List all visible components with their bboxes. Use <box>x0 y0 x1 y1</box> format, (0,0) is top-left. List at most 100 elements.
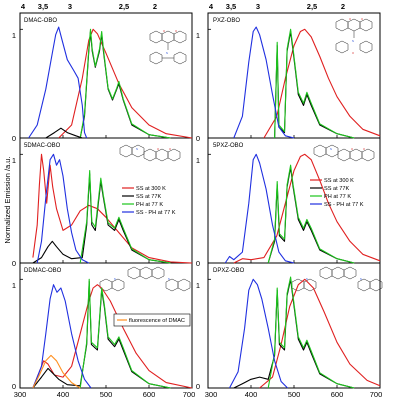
x-tick-label: 300 <box>14 390 27 399</box>
svg-text:N: N <box>330 147 332 151</box>
series-line <box>233 153 381 264</box>
series-line <box>79 30 171 139</box>
top-tick-label: 2 <box>341 2 345 11</box>
x-tick-label: 400 <box>57 390 70 399</box>
legend-label: SS - PH at 77 K <box>324 202 364 208</box>
series-line <box>28 26 88 139</box>
svg-text:N: N <box>168 277 170 281</box>
y-tick-label: 0 <box>12 259 16 268</box>
top-tick-label: 4 <box>209 2 214 11</box>
x-tick-label: 700 <box>370 390 383 399</box>
legend-right: SS at 300 K SS at 77K PH at 77 K SS - PH… <box>310 178 364 208</box>
y-tick-label: 0 <box>196 382 200 391</box>
svg-text:O: O <box>349 17 351 21</box>
svg-text:O: O <box>169 147 171 151</box>
y-tick-label: 1 <box>12 31 16 40</box>
y-tick-label: 0 <box>196 259 200 268</box>
series-line <box>45 127 83 139</box>
svg-text:N: N <box>306 277 308 281</box>
y-tick-label: 1 <box>196 281 200 290</box>
series-line <box>79 278 171 389</box>
y-tick-label: 0 <box>196 134 200 143</box>
legend-label: SS at 77K <box>136 194 161 200</box>
y-axis-title: Normalized Emission /a.u. <box>3 156 12 243</box>
series-line <box>267 164 355 264</box>
top-tick-label: 2,5 <box>119 2 129 11</box>
legend-dmac-box <box>113 313 191 327</box>
svg-text:N: N <box>136 147 138 151</box>
svg-text:O: O <box>352 51 354 55</box>
series-line <box>274 28 355 139</box>
series-layer <box>19 26 381 389</box>
x-tick-label: 500 <box>288 390 301 399</box>
x-tick-label: 600 <box>143 390 156 399</box>
y-tick-label: 1 <box>196 156 200 165</box>
legend-label: SS at 77K <box>324 186 349 192</box>
svg-text:N: N <box>114 277 116 281</box>
series-line <box>79 170 171 264</box>
y-tick-label: 1 <box>12 156 16 165</box>
series-line <box>267 276 355 389</box>
y-tick-label: 0 <box>12 134 16 143</box>
panel-label: DDMAC-OBO <box>24 268 62 274</box>
series-line <box>263 28 381 139</box>
series-line <box>32 284 193 389</box>
svg-text:O: O <box>157 147 159 151</box>
svg-text:O: O <box>361 17 363 21</box>
legend-label: SS at 300 K <box>136 186 166 192</box>
x-tick-label: 500 <box>100 390 113 399</box>
svg-text:O: O <box>363 147 365 151</box>
y-tick-label: 0 <box>12 382 16 391</box>
x-tick-label: 700 <box>183 390 196 399</box>
x-tick-label: 400 <box>245 390 258 399</box>
right-column-frame <box>207 12 381 389</box>
series-line <box>58 28 193 139</box>
legend-left: SS at 300 K SS at 77K PH at 77 K SS - PH… <box>122 186 176 216</box>
panel-label: DMAC-OBO <box>24 18 57 24</box>
legend-dmac: fluorescence of DMAC <box>113 313 191 327</box>
y-tick-labels: 0 1 0 1 0 1 0 1 0 1 0 1 <box>12 31 200 391</box>
legend-label: SS at 300 K <box>324 178 354 184</box>
svg-text:N: N <box>352 39 354 43</box>
legend-label: SS - PH at 77 K <box>136 210 176 216</box>
molecule-structure-pxz-obo: O O N O <box>335 17 373 55</box>
panel-label: 5DMAC-OBO <box>24 143 61 149</box>
top-tick-label: 3 <box>68 2 72 11</box>
series-line <box>32 284 92 389</box>
top-tick-label: 2,5 <box>307 2 317 11</box>
y-tick-label: 1 <box>196 31 200 40</box>
series-line <box>259 278 381 389</box>
x-tick-label: 600 <box>331 390 344 399</box>
series-line <box>224 153 295 264</box>
series-line <box>32 173 171 264</box>
legend-label: fluorescence of DMAC <box>129 318 185 324</box>
series-line <box>233 26 295 139</box>
svg-text:O: O <box>175 29 177 33</box>
top-tick-label: 3 <box>256 2 260 11</box>
x-tick-label: 300 <box>205 390 218 399</box>
bottom-axis-labels: 300 400 500 600 700 300 400 500 600 700 <box>14 390 383 399</box>
top-tick-label: 3,5 <box>226 2 236 11</box>
series-line <box>32 354 81 389</box>
legend-label: PH at 77 K <box>136 202 163 208</box>
series-line <box>274 30 355 139</box>
top-tick-label: 3,5 <box>38 2 48 11</box>
svg-text:O: O <box>163 29 165 33</box>
panel-label: DPXZ-OBO <box>213 268 245 274</box>
y-tick-label: 1 <box>12 281 16 290</box>
svg-text:O: O <box>351 147 353 151</box>
svg-text:N: N <box>166 51 168 55</box>
svg-text:N: N <box>360 277 362 281</box>
legend-label: PH at 77 K <box>324 194 351 200</box>
series-line <box>229 278 288 389</box>
top-tick-label: 2 <box>153 2 157 11</box>
series-line <box>79 28 171 139</box>
panel-label: 5PXZ-OBO <box>213 143 244 149</box>
series-line <box>32 280 171 389</box>
series-line <box>36 153 90 264</box>
